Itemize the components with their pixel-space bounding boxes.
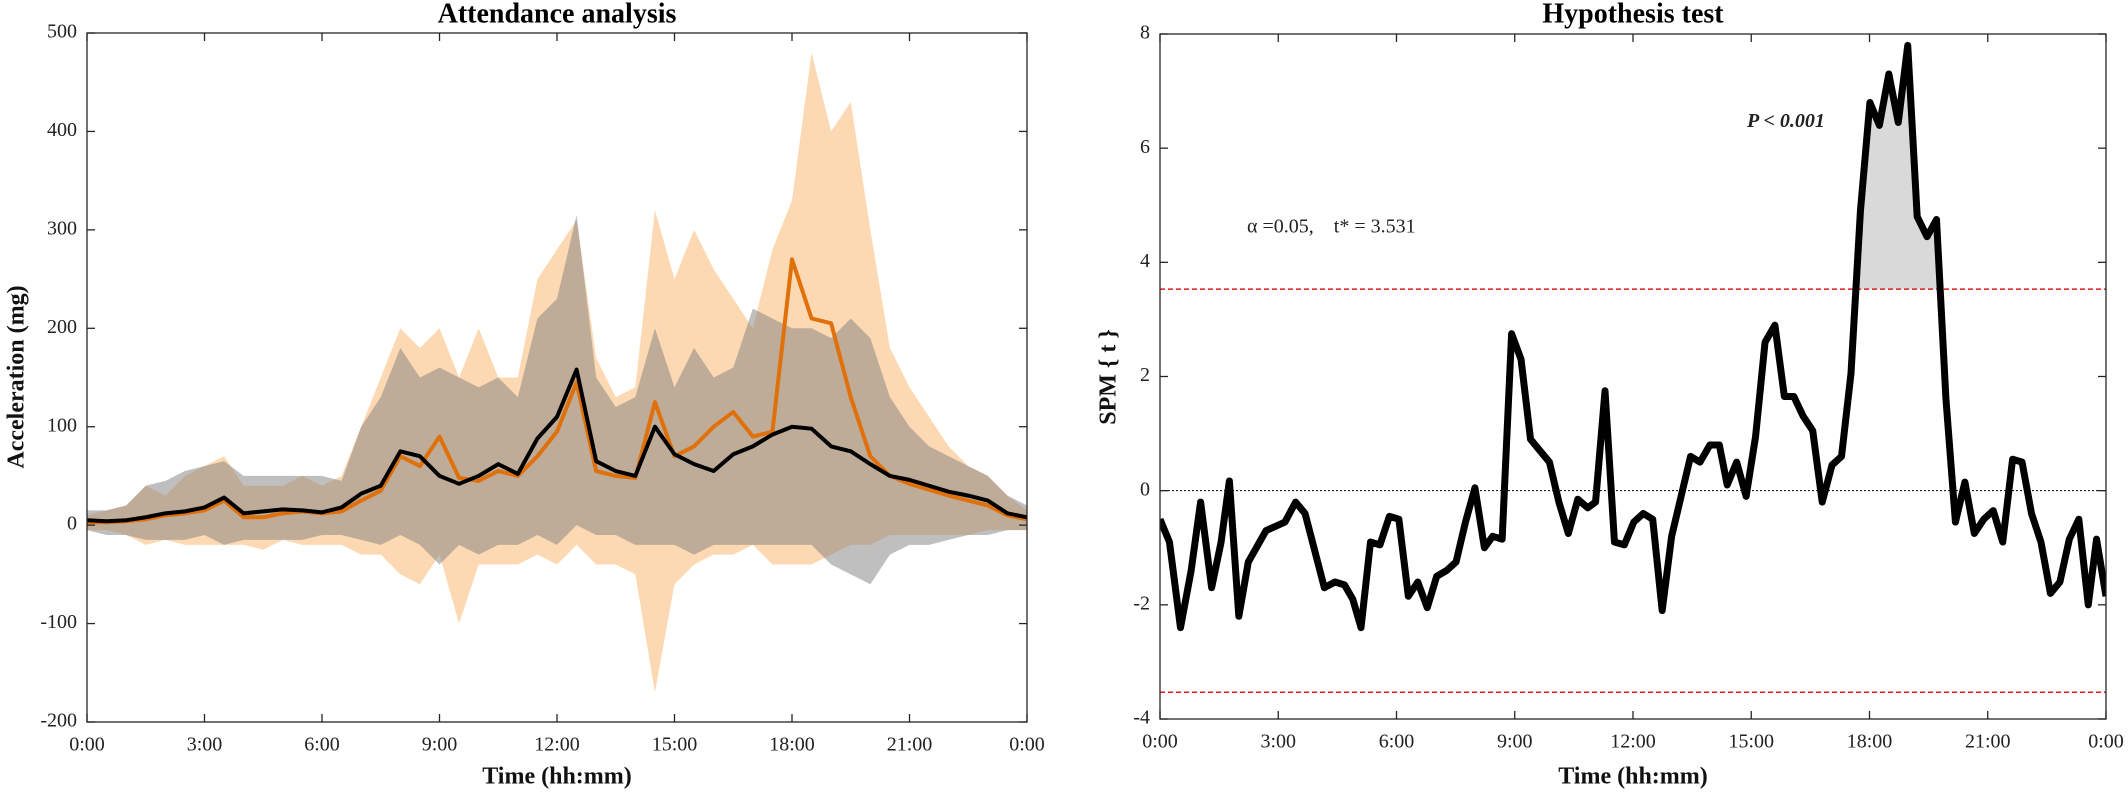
x-tick-label: 18:00: [1847, 731, 1893, 753]
y-tick-label: 2: [1140, 364, 1150, 386]
y-tick-label: 400: [47, 119, 77, 141]
x-axis-label: Time (hh:mm): [482, 764, 632, 790]
y-tick-label: 500: [47, 21, 77, 43]
x-tick-label: 9:00: [1497, 731, 1533, 753]
y-tick-label: -200: [40, 710, 77, 732]
x-tick-label: 21:00: [1965, 731, 2011, 753]
y-tick-label: 8: [1140, 22, 1150, 44]
x-tick-label: 0:00: [2088, 731, 2124, 753]
y-tick-label: 0: [1140, 478, 1150, 500]
x-tick-label: 12:00: [534, 734, 580, 756]
plot-area: [1160, 34, 2106, 719]
plot-background: [1160, 34, 2106, 719]
x-tick-label: 0:00: [1142, 731, 1178, 753]
annotation: P < 0.001: [1746, 110, 1825, 132]
chart-title: Attendance analysis: [438, 0, 677, 29]
plot-area: [87, 33, 1027, 722]
y-axis-label: Acceleration (mg): [4, 285, 30, 468]
series-line: [87, 367, 1027, 524]
x-tick-label: 12:00: [1610, 731, 1656, 753]
y-tick-label: 300: [47, 217, 77, 239]
x-tick-label: 21:00: [887, 734, 933, 756]
y-tick-label: 4: [1140, 250, 1150, 272]
y-axis-label: SPM { t }: [1096, 329, 1122, 425]
y-tick-label: -100: [40, 611, 77, 633]
y-tick-label: 0: [67, 513, 77, 535]
x-tick-label: 9:00: [422, 734, 458, 756]
annotation: α =0.05, t* = 3.531: [1247, 216, 1416, 238]
x-tick-label: 15:00: [1728, 731, 1774, 753]
y-tick-label: 100: [47, 414, 77, 436]
x-tick-label: 3:00: [1260, 731, 1296, 753]
x-tick-label: 3:00: [187, 734, 223, 756]
band: [87, 215, 1027, 585]
x-tick-label: 18:00: [769, 734, 815, 756]
x-tick-label: 6:00: [304, 734, 340, 756]
chart-title: Hypothesis test: [1542, 0, 1724, 29]
y-tick-label: 6: [1140, 136, 1150, 158]
y-tick-label: -2: [1133, 592, 1150, 614]
x-tick-label: 0:00: [69, 734, 105, 756]
x-axis-label: Time (hh:mm): [1558, 764, 1708, 790]
x-tick-label: 6:00: [1379, 731, 1415, 753]
x-tick-label: 15:00: [652, 734, 698, 756]
x-tick-label: 0:00: [1009, 734, 1045, 756]
series-line: [87, 257, 1027, 525]
y-tick-label: 200: [47, 316, 77, 338]
y-tick-label: -4: [1133, 707, 1150, 729]
series-line: [1160, 41, 2106, 632]
